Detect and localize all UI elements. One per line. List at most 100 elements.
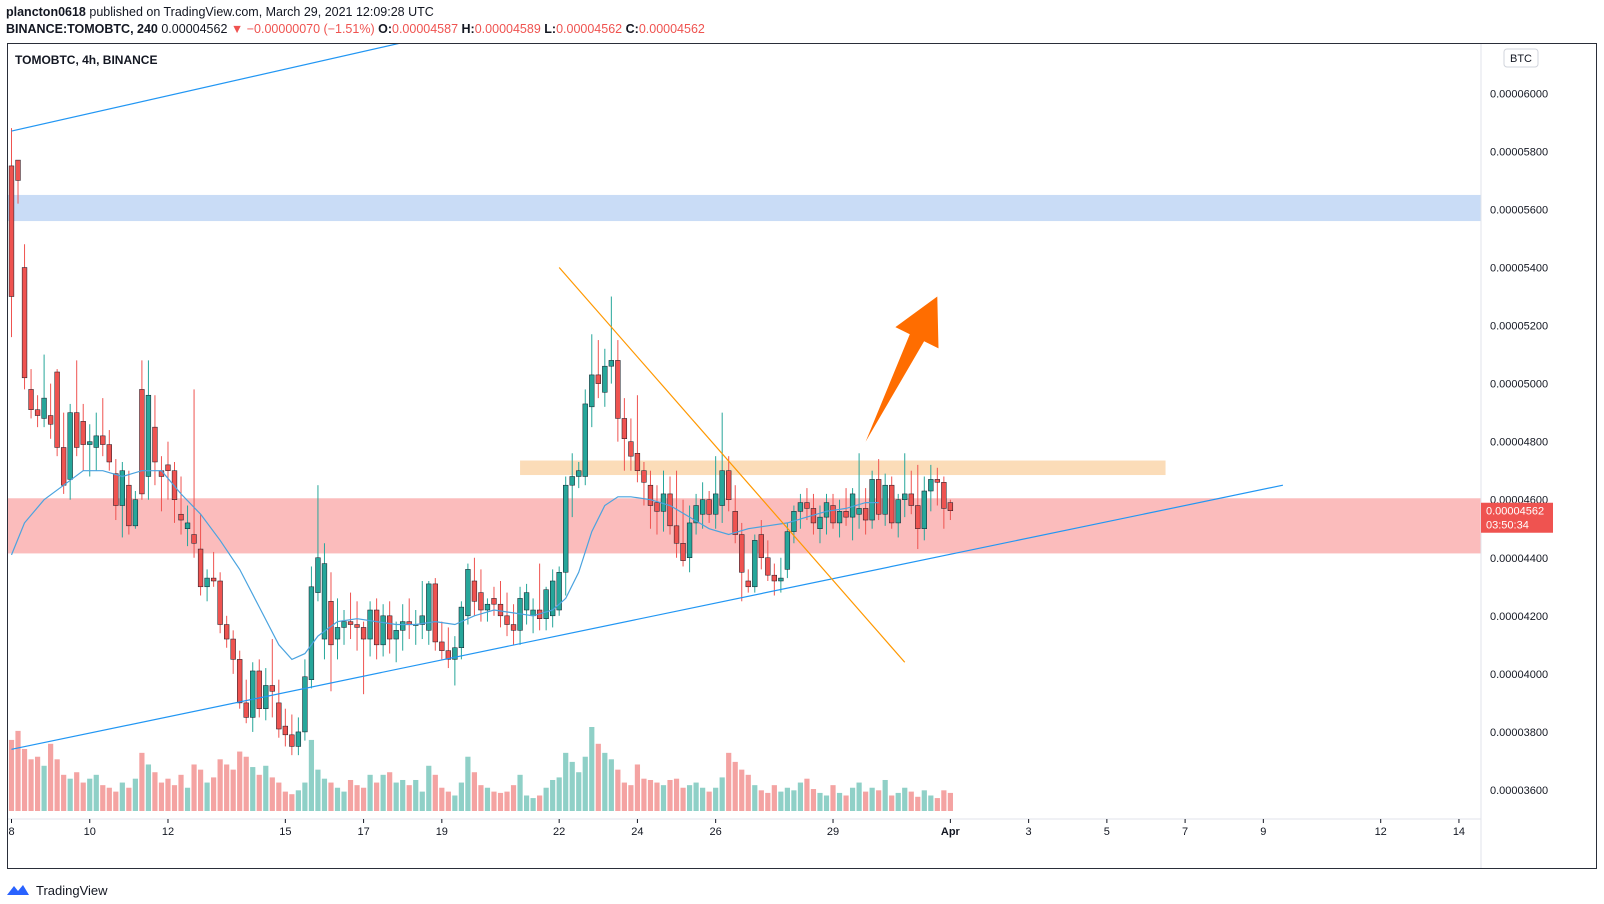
candle-body[interactable] [836,511,843,524]
candle-body[interactable] [367,609,373,640]
candle-body[interactable] [321,563,328,640]
upper-trendline[interactable] [11,44,410,132]
candle-body[interactable] [465,569,471,617]
currency-button[interactable]: BTC [1503,48,1539,68]
candle-body[interactable] [80,421,86,445]
candle-body[interactable] [902,493,908,500]
candle-body[interactable] [204,577,210,588]
candle-body[interactable] [504,615,510,625]
candle-body[interactable] [197,548,204,588]
candle-body[interactable] [589,374,595,408]
candle-body[interactable] [817,516,823,529]
candle-body[interactable] [869,479,875,521]
candle-body[interactable] [230,638,236,660]
lower-trendline[interactable] [11,484,1284,750]
candle-body[interactable] [217,580,223,625]
candle-body[interactable] [693,505,699,524]
candle-body[interactable] [647,484,654,506]
candle-body[interactable] [921,490,927,529]
candle-body[interactable] [889,484,895,524]
candle-body[interactable] [654,502,660,512]
candle-body[interactable] [843,511,849,518]
candle-body[interactable] [178,513,184,521]
candle-body[interactable] [458,606,465,648]
candle-body[interactable] [295,731,302,747]
candle-body[interactable] [8,165,15,297]
candle-body[interactable] [523,592,530,611]
candle-body[interactable] [719,470,725,506]
candle-body[interactable] [673,525,680,544]
candle-body[interactable] [152,426,158,463]
candle-body[interactable] [184,522,191,529]
candle-body[interactable] [439,641,445,651]
candle-body[interactable] [250,670,256,718]
candle-body[interactable] [497,603,504,617]
candle-body[interactable] [543,589,549,619]
candle-body[interactable] [54,371,60,448]
supply-zone[interactable] [8,194,1481,222]
chart-frame[interactable]: 0.00006000 0.00005800 0.00005600 0.00005400… [7,43,1597,869]
candle-body[interactable] [315,557,321,593]
candle-body[interactable] [510,624,517,631]
candle-body[interactable] [334,627,341,640]
candle-body[interactable] [28,389,34,410]
candle-body[interactable] [93,435,99,448]
candle-body[interactable] [804,502,810,509]
candle-body[interactable] [165,464,171,471]
candle-body[interactable] [210,577,217,582]
candle-body[interactable] [432,583,438,643]
candle-body[interactable] [569,476,575,486]
candle-body[interactable] [341,621,347,628]
candle-body[interactable] [126,484,132,527]
candle-body[interactable] [237,659,243,704]
candle-body[interactable] [752,540,758,588]
candle-body[interactable] [608,360,614,367]
candle-body[interactable] [145,394,152,477]
footer-brand[interactable]: TradingView [6,880,108,900]
bullish-arrow-icon[interactable] [865,296,939,442]
candle-body[interactable] [224,624,230,640]
candle-body[interactable] [354,624,360,628]
candle-body[interactable] [380,615,386,646]
candle-body[interactable] [471,580,478,602]
candle-body[interactable] [582,403,588,477]
candle-body[interactable] [61,447,67,486]
candle-body[interactable] [778,577,784,582]
candle-body[interactable] [595,374,601,384]
candle-body[interactable] [784,531,791,570]
candle-body[interactable] [289,734,295,747]
candle-body[interactable] [628,441,634,457]
resistance-zone[interactable] [520,460,1166,476]
candle-body[interactable] [171,470,178,500]
candle-body[interactable] [119,470,125,506]
candle-body[interactable] [556,572,562,611]
candle-body[interactable] [706,499,712,515]
candle-body[interactable] [667,493,673,527]
candle-body[interactable] [602,365,608,393]
candle-body[interactable] [191,534,197,544]
candle-body[interactable] [713,493,719,515]
candle-body[interactable] [915,505,921,529]
candle-body[interactable] [765,557,771,576]
candle-body[interactable] [478,592,484,611]
candle-body[interactable] [100,435,106,445]
candle-body[interactable] [34,409,41,416]
candle-body[interactable] [928,479,934,492]
candle-body[interactable] [882,484,888,515]
candle-body[interactable] [387,615,393,640]
candle-body[interactable] [106,444,112,463]
candle-body[interactable] [347,621,354,625]
candle-body[interactable] [634,453,641,471]
candle-body[interactable] [308,586,315,680]
candle-body[interactable] [328,601,334,646]
candle-body[interactable] [132,499,139,527]
candle-body[interactable] [15,159,21,181]
candle-body[interactable] [823,502,830,518]
candle-body[interactable] [373,609,380,646]
candle-body[interactable] [256,670,262,709]
candle-body[interactable] [550,580,556,617]
candle-body[interactable] [732,511,738,535]
candle-body[interactable] [400,621,406,631]
candle-body[interactable] [491,598,497,605]
candle-body[interactable] [680,543,686,561]
